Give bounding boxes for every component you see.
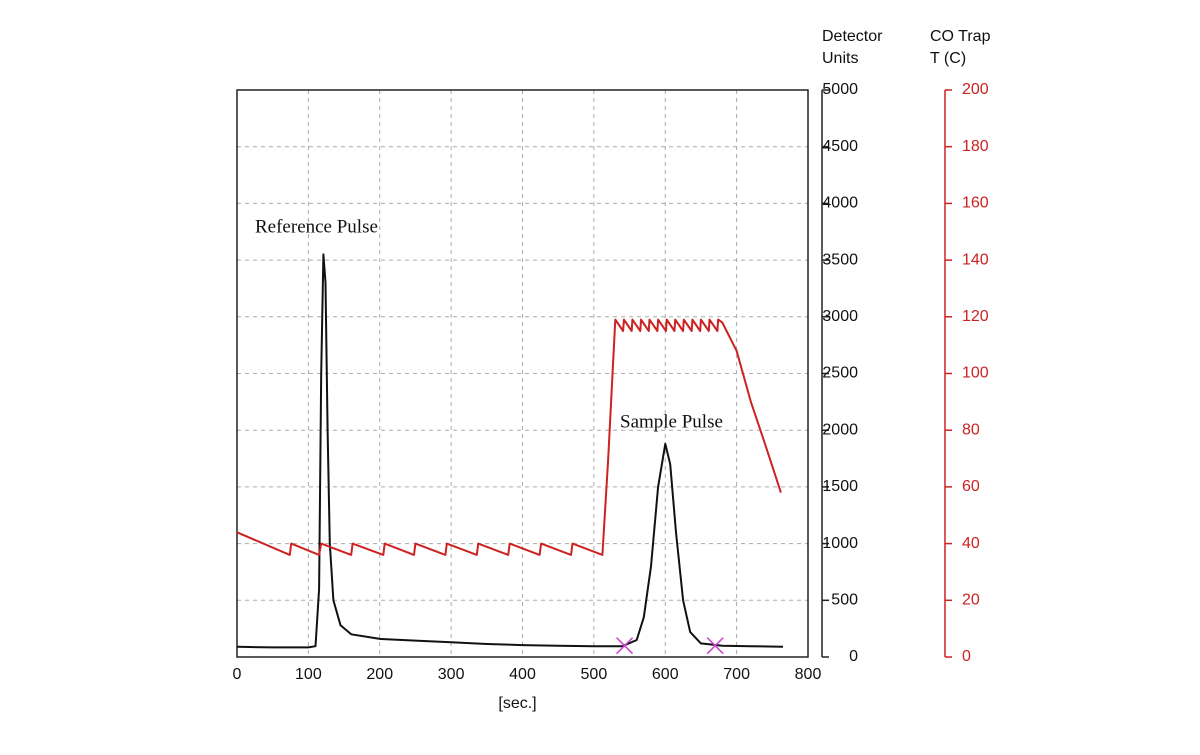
x-tick-label: 700	[723, 666, 750, 683]
y2-tick-label: 0	[962, 648, 971, 665]
x-tick-label: 200	[366, 666, 393, 683]
x-tick-label: 600	[652, 666, 679, 683]
y-tick-label: 4000	[822, 195, 858, 212]
y-tick-label: 4500	[822, 138, 858, 155]
y-tick-label: 2500	[822, 365, 858, 382]
x-tick-label: 100	[295, 666, 322, 683]
marker	[706, 637, 724, 655]
y2-tick-label: 120	[962, 308, 989, 325]
x-axis-label: [sec.]	[498, 695, 536, 712]
y2-tick-label: 140	[962, 251, 989, 268]
series-line	[236, 253, 784, 649]
y2-tick-label: 40	[962, 535, 980, 552]
y-axis-label: Detector	[822, 28, 883, 45]
plot-frame	[236, 89, 809, 658]
y2-axis-label: T (C)	[930, 50, 966, 67]
y2-tick-label: 20	[962, 592, 980, 609]
y2-tick-label: 80	[962, 421, 980, 438]
y2-tick-label: 200	[962, 81, 989, 98]
y-tick-label: 5000	[822, 81, 858, 98]
y2-tick-label: 100	[962, 365, 989, 382]
x-tick-label: 500	[581, 666, 608, 683]
y2-tick-label: 180	[962, 138, 989, 155]
annotation: Sample Pulse	[620, 411, 723, 432]
y2-tick-label: 160	[962, 195, 989, 212]
y-tick-label: 3500	[822, 251, 858, 268]
x-tick-label: 800	[795, 666, 822, 683]
y-axis-label: Units	[822, 50, 858, 67]
series-line	[236, 318, 782, 556]
y-tick-label: 500	[831, 592, 858, 609]
x-tick-label: 400	[509, 666, 536, 683]
x-tick-label: 0	[233, 666, 242, 683]
y-tick-label: 0	[849, 648, 858, 665]
y2-axis-label: CO Trap	[930, 28, 991, 45]
y-tick-label: 3000	[822, 308, 858, 325]
y-tick-label: 1000	[822, 535, 858, 552]
marker	[616, 637, 634, 655]
x-tick-label: 300	[438, 666, 465, 683]
y-tick-label: 2000	[822, 421, 858, 438]
y2-tick-label: 60	[962, 478, 980, 495]
y-tick-label: 1500	[822, 478, 858, 495]
annotation: Reference Pulse	[255, 216, 378, 237]
